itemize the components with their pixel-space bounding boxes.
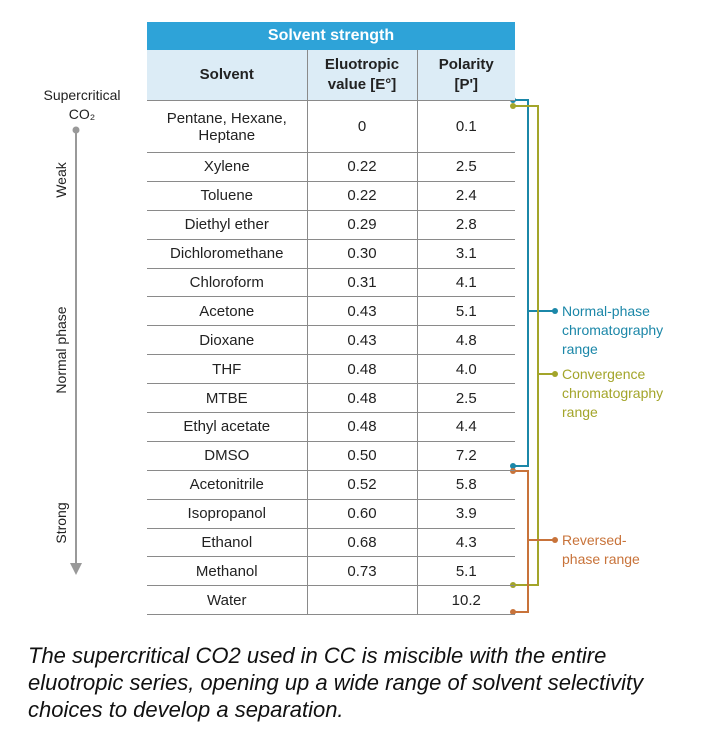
- solvent-table: Solvent strength Solvent Eluotropic valu…: [147, 22, 516, 616]
- table-row: Diethyl ether 0.29 2.8: [147, 210, 516, 240]
- cell-polarity: 5.8: [416, 470, 516, 500]
- table-row: DMSO 0.50 7.2: [147, 441, 516, 471]
- table-row: Chloroform 0.31 4.1: [147, 268, 516, 298]
- cell-solvent: Methanol: [147, 556, 307, 587]
- leader-dot: [552, 537, 558, 543]
- cell-solvent: Diethyl ether: [147, 210, 307, 240]
- cell-eluotropic: 0.30: [306, 239, 417, 269]
- cell-polarity: 2.4: [416, 181, 516, 211]
- cell-solvent: Pentane, Hexane, Heptane: [147, 100, 307, 153]
- cell-solvent: Toluene: [147, 181, 307, 211]
- table-row: Dioxane 0.43 4.8: [147, 325, 516, 356]
- column-header: Eluotropic value [E°]: [306, 50, 417, 101]
- cell-solvent: Acetone: [147, 296, 307, 327]
- column-header: Solvent: [147, 50, 307, 101]
- reversed-phase-bracket: [513, 470, 529, 613]
- cell-eluotropic: 0.22: [306, 181, 417, 211]
- table-row: Water 10.2: [147, 585, 516, 616]
- cell-solvent: Dioxane: [147, 325, 307, 356]
- cell-polarity: 2.5: [416, 152, 516, 182]
- cell-solvent: Chloroform: [147, 268, 307, 298]
- cell-solvent: MTBE: [147, 383, 307, 414]
- cell-eluotropic: 0.43: [306, 296, 417, 327]
- weak-label: Weak: [53, 162, 69, 198]
- arrow-start: [72, 126, 80, 134]
- cell-eluotropic: 0: [306, 100, 417, 153]
- table-row: Dichloromethane 0.30 3.1: [147, 239, 516, 269]
- origin-label: Supercritical CO₂: [43, 87, 121, 122]
- cell-solvent: Water: [147, 585, 307, 616]
- table-row: Ethanol 0.68 4.3: [147, 528, 516, 558]
- leader-dot: [552, 308, 558, 314]
- cell-eluotropic: 0.43: [306, 325, 417, 356]
- cell-eluotropic: 0.48: [306, 354, 417, 385]
- table-row: Methanol 0.73 5.1: [147, 556, 516, 587]
- cell-solvent: THF: [147, 354, 307, 385]
- convergence-bracket: [513, 105, 539, 586]
- cell-eluotropic: 0.48: [306, 412, 417, 442]
- table-title: Solvent strength: [147, 22, 516, 50]
- table-row: Isopropanol 0.60 3.9: [147, 499, 516, 529]
- cell-solvent: Dichloromethane: [147, 239, 307, 269]
- cell-solvent: Ethanol: [147, 528, 307, 558]
- cell-polarity: 3.9: [416, 499, 516, 529]
- cell-polarity: 2.5: [416, 383, 516, 414]
- cell-eluotropic: 0.60: [306, 499, 417, 529]
- caption: The supercritical CO2 used in CC is misc…: [28, 643, 644, 722]
- cell-eluotropic: 0.22: [306, 152, 417, 182]
- normal-phase-bracket: [513, 99, 529, 467]
- cell-solvent: Ethyl acetate: [147, 412, 307, 442]
- table-row: Acetone 0.43 5.1: [147, 296, 516, 327]
- normal-phase-label: Normal phase: [53, 306, 69, 394]
- cell-eluotropic: 0.73: [306, 556, 417, 587]
- table-row: Toluene 0.22 2.4: [147, 181, 516, 211]
- reversed-phase-range-label: Reversed-phase range: [562, 532, 640, 567]
- table-row: Ethyl acetate 0.48 4.4: [147, 412, 516, 442]
- cell-solvent: Xylene: [147, 152, 307, 182]
- cell-solvent: Acetonitrile: [147, 470, 307, 500]
- cell-eluotropic: 0.52: [306, 470, 417, 500]
- normal-phase-range-label: Normal-phase chromatography range: [562, 303, 664, 357]
- cell-eluotropic: 0.68: [306, 528, 417, 558]
- cell-polarity: 0.1: [416, 100, 516, 153]
- table-row: MTBE 0.48 2.5: [147, 383, 516, 414]
- column-header: Polarity [P']: [416, 50, 516, 101]
- cell-polarity: 4.4: [416, 412, 516, 442]
- cell-polarity: 10.2: [416, 585, 516, 616]
- cell-eluotropic: 0.29: [306, 210, 417, 240]
- cell-polarity: 2.8: [416, 210, 516, 240]
- cell-eluotropic: [306, 585, 417, 616]
- leader-dot: [552, 371, 558, 377]
- table-row: Acetonitrile 0.52 5.8: [147, 470, 516, 500]
- cell-polarity: 5.1: [416, 296, 516, 327]
- table-row: Pentane, Hexane, Heptane 0 0.1: [147, 100, 516, 153]
- cell-polarity: 4.1: [416, 268, 516, 298]
- table-row: Xylene 0.22 2.5: [147, 152, 516, 182]
- arrow-head: [70, 563, 82, 575]
- cell-polarity: 4.3: [416, 528, 516, 558]
- strong-label: Strong: [53, 502, 69, 544]
- cell-solvent: DMSO: [147, 441, 307, 471]
- cell-eluotropic: 0.48: [306, 383, 417, 414]
- cell-polarity: 7.2: [416, 441, 516, 471]
- table-row: THF 0.48 4.0: [147, 354, 516, 385]
- cell-polarity: 4.8: [416, 325, 516, 356]
- cell-solvent: Isopropanol: [147, 499, 307, 529]
- cell-polarity: 3.1: [416, 239, 516, 269]
- cell-polarity: 5.1: [416, 556, 516, 587]
- cell-eluotropic: 0.31: [306, 268, 417, 298]
- convergence-range-label: Convergence chromatography range: [562, 366, 664, 420]
- cell-polarity: 4.0: [416, 354, 516, 385]
- cell-eluotropic: 0.50: [306, 441, 417, 471]
